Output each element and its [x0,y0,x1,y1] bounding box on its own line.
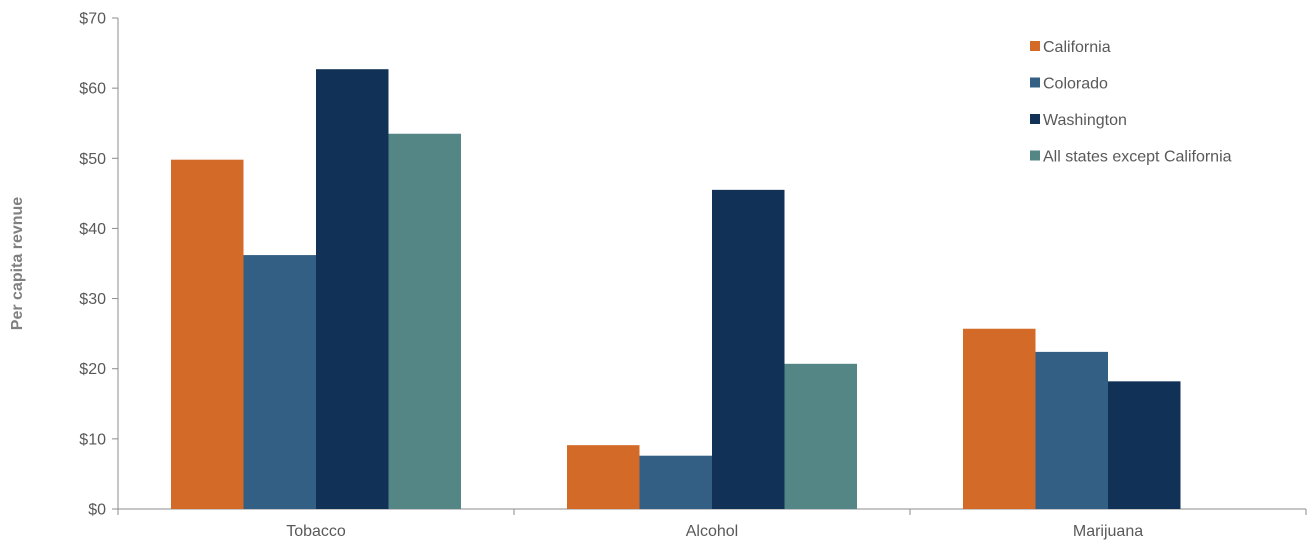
legend-swatch [1030,77,1040,88]
legend-swatch [1030,114,1040,124]
y-axis: $0 $10 $20 $30 $40 $50 $60 $70 [79,11,119,519]
y-tick-label: $30 [79,291,106,308]
legend-label: Washington [1043,112,1127,129]
y-tick-label: $0 [88,502,106,519]
y-tick-label: $60 [79,81,106,98]
legend-swatch [1030,41,1040,51]
y-axis-title: Per capita revnue [9,197,26,331]
y-tick-label: $10 [79,431,106,448]
y-tick-label: $70 [79,11,106,28]
bar-all-states-except-california-alcohol [784,363,857,509]
x-tick-label: Tobacco [286,523,346,540]
bar-california-alcohol [567,445,640,509]
bars [171,69,1181,509]
legend-swatch [1030,150,1040,161]
legend-label: Colorado [1043,76,1108,93]
x-tick-label: Marijuana [1073,523,1143,540]
bar-colorado-alcohol [639,455,712,509]
bar-all-states-except-california-tobacco [388,133,461,509]
bar-california-tobacco [171,159,244,509]
legend-label: All states except California [1043,149,1232,166]
bar-colorado-marijuana [1035,351,1108,509]
legend: California Colorado Washington All states e… [1030,39,1232,166]
y-tick-label: $40 [79,221,106,238]
legend-label: California [1043,39,1111,56]
y-tick-label: $50 [79,151,106,168]
bar-washington-tobacco [316,69,389,509]
x-tick-label: Alcohol [686,523,738,540]
x-axis: Tobacco Alcohol Marijuana [117,508,1307,540]
bar-washington-marijuana [1108,381,1181,509]
bar-washington-alcohol [712,189,785,509]
bar-colorado-tobacco [243,255,316,509]
y-tick-label: $20 [79,361,106,378]
bar-california-marijuana [963,328,1036,509]
